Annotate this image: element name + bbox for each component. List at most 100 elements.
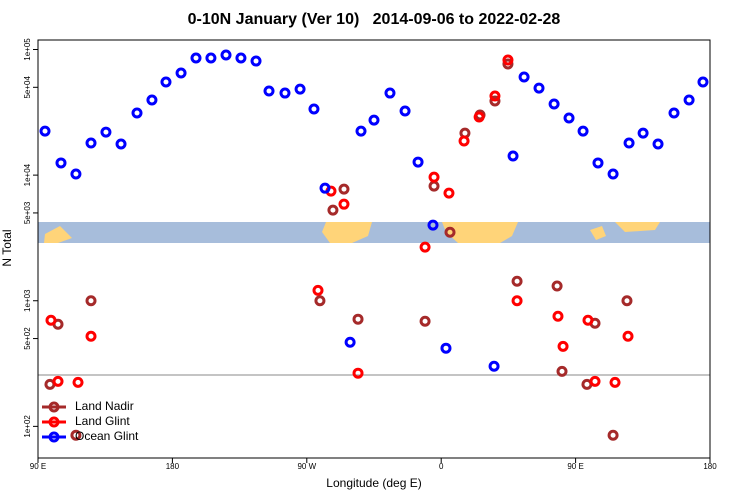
point [551, 280, 563, 292]
point [220, 49, 232, 61]
point [131, 107, 143, 119]
point [427, 219, 439, 231]
point [622, 330, 634, 342]
y-tick-label: 1e+02 [23, 415, 32, 438]
point [502, 54, 514, 66]
point [563, 112, 575, 124]
point [507, 150, 519, 162]
point [419, 241, 431, 253]
point [577, 125, 589, 137]
point [384, 87, 396, 99]
point [652, 138, 664, 150]
point [319, 182, 331, 194]
point [85, 330, 97, 342]
y-tick-label: 1e+04 [23, 163, 32, 186]
point [338, 183, 350, 195]
point [39, 125, 51, 137]
legend-marker [48, 416, 60, 428]
point [533, 82, 545, 94]
point [592, 157, 604, 169]
point [312, 284, 324, 296]
point [552, 310, 564, 322]
point [557, 340, 569, 352]
point [489, 90, 501, 102]
point [52, 375, 64, 387]
point [488, 360, 500, 372]
legend-marker [48, 401, 60, 413]
point [489, 95, 501, 107]
point [100, 126, 112, 138]
x-tick-label: 90 E [567, 462, 583, 471]
legend-marker [48, 431, 60, 443]
x-tick-label: 90 W [297, 462, 316, 471]
point [368, 114, 380, 126]
point [250, 55, 262, 67]
point [607, 168, 619, 180]
point [683, 94, 695, 106]
point [235, 52, 247, 64]
point [160, 76, 172, 88]
point [582, 314, 594, 326]
legend-label: Land Glint [75, 414, 130, 428]
point [70, 429, 82, 441]
point [85, 137, 97, 149]
point [344, 336, 356, 348]
x-tick-label: 180 [166, 462, 180, 471]
map-strip [38, 222, 710, 243]
point [548, 98, 560, 110]
point [412, 156, 424, 168]
point [458, 135, 470, 147]
point [294, 83, 306, 95]
point [697, 76, 709, 88]
point [428, 180, 440, 192]
point [419, 315, 431, 327]
point [623, 137, 635, 149]
point [511, 295, 523, 307]
point [511, 275, 523, 287]
point [72, 376, 84, 388]
point [175, 67, 187, 79]
y-tick-label: 5e+03 [23, 201, 32, 224]
y-tick-label: 1e+03 [23, 289, 32, 312]
y-tick-label: 5e+02 [23, 327, 32, 350]
point [338, 198, 350, 210]
point [607, 429, 619, 441]
point [279, 87, 291, 99]
point [146, 94, 158, 106]
point [443, 187, 455, 199]
point [115, 138, 127, 150]
point [263, 85, 275, 97]
point [355, 125, 367, 137]
point [518, 71, 530, 83]
point [314, 295, 326, 307]
y-tick-label: 1e+05 [23, 38, 32, 61]
x-tick-label: 0 [439, 462, 444, 471]
plot-frame [37, 39, 711, 459]
point [70, 168, 82, 180]
x-tick-label: 180 [703, 462, 717, 471]
point [55, 157, 67, 169]
point [637, 127, 649, 139]
point [308, 103, 320, 115]
point [668, 107, 680, 119]
point [352, 313, 364, 325]
point [205, 52, 217, 64]
point [85, 295, 97, 307]
point [589, 375, 601, 387]
point [428, 171, 440, 183]
point [473, 111, 485, 123]
point [440, 342, 452, 354]
point [45, 314, 57, 326]
point [352, 367, 364, 379]
legend-label: Ocean Glint [75, 429, 139, 443]
point [502, 58, 514, 70]
x-axis-title: Longitude (deg E) [326, 476, 421, 490]
chart-title: 0-10N January (Ver 10) 2014-09-06 to 202… [188, 11, 561, 28]
point [399, 105, 411, 117]
point [190, 52, 202, 64]
y-axis-title: N Total [0, 229, 14, 266]
y-tick-label: 5e+04 [23, 76, 32, 99]
point [327, 204, 339, 216]
x-tick-label: 90 E [30, 462, 46, 471]
